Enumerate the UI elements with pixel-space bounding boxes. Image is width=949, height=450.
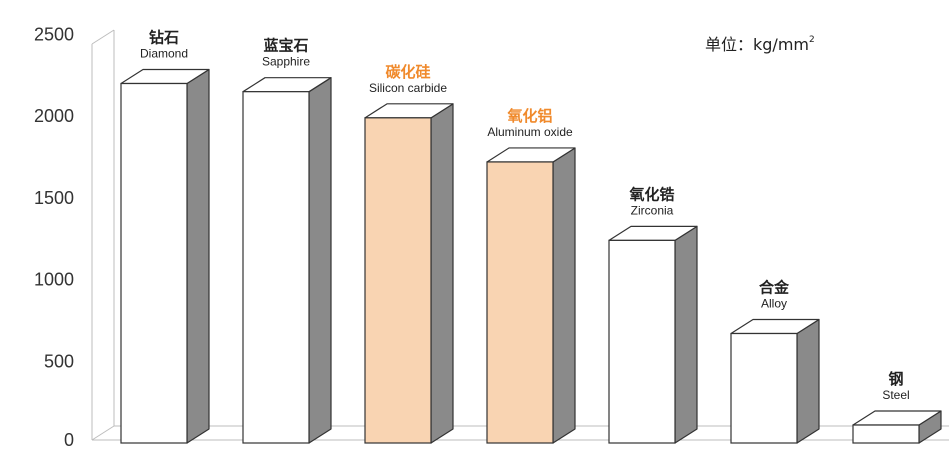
category-label-cn: 钢 <box>888 370 903 388</box>
bar <box>364 103 454 444</box>
bar <box>486 147 576 444</box>
bar-front <box>730 332 798 444</box>
category-label-en: Zirconia <box>631 203 674 217</box>
bar-side <box>308 77 332 444</box>
bar <box>608 225 698 444</box>
bar-front <box>608 239 676 444</box>
bar <box>730 318 820 444</box>
unit-superscript: 2 <box>809 35 815 45</box>
bar-front <box>852 424 920 444</box>
y-tick-label: 1000 <box>34 270 74 290</box>
bar <box>242 77 332 444</box>
category-label-en: Steel <box>882 388 909 402</box>
bar-side <box>186 68 210 444</box>
y-tick-label: 2000 <box>34 106 74 126</box>
bar-side <box>796 318 820 444</box>
bar-side <box>674 225 698 444</box>
category-label-cn: 钻石 <box>149 29 179 47</box>
bar-front <box>364 117 432 444</box>
y-tick-label: 0 <box>64 430 74 450</box>
category-label-cn: 蓝宝石 <box>263 37 308 55</box>
floor-left-edge <box>91 425 115 441</box>
bar-front <box>120 82 188 444</box>
chart-bars <box>120 68 942 444</box>
category-label-cn: 氧化锆 <box>628 185 674 203</box>
category-label-en: Sapphire <box>262 55 310 69</box>
unit-label: 单位：kg/mm2 <box>705 35 815 54</box>
category-label-en: Alloy <box>761 297 787 311</box>
unit-text: 单位：kg/mm <box>705 35 809 54</box>
category-label-cn: 氧化铝 <box>506 107 552 125</box>
bar-side <box>430 103 454 444</box>
category-label-cn: 合金 <box>758 279 790 297</box>
bar-front <box>242 91 310 444</box>
category-label-en: Diamond <box>140 47 188 61</box>
bar-side <box>552 147 576 444</box>
category-label-en: Aluminum oxide <box>487 125 573 139</box>
wall-top-edge <box>91 29 115 45</box>
category-label-en: Silicon carbide <box>369 81 447 95</box>
bar <box>120 68 210 444</box>
y-tick-label: 1500 <box>34 188 74 208</box>
bar-front <box>486 161 554 444</box>
bar <box>852 410 942 444</box>
y-tick-label: 2500 <box>34 25 74 45</box>
category-label-cn: 碳化硅 <box>385 63 430 81</box>
y-tick-label: 500 <box>44 351 74 371</box>
